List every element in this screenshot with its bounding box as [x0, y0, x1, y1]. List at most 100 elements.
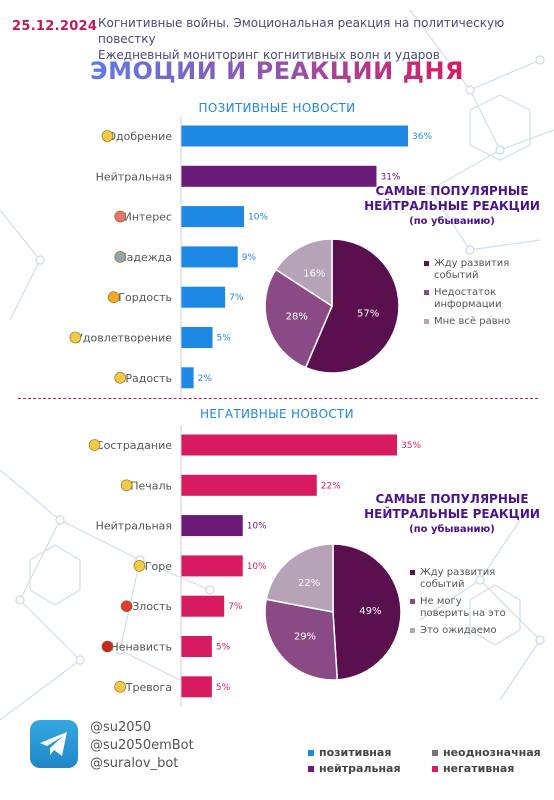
pie-1-subtitle: (по убыванию) [409, 216, 495, 227]
bar-2-2 [181, 515, 243, 537]
data-label: 35% [401, 441, 421, 451]
bar-0-5 [181, 327, 213, 348]
bar-2-4 [181, 595, 225, 617]
pie-slice-label: 49% [359, 606, 381, 617]
pie-1-slice-1 [264, 268, 333, 369]
category-label: Одобрение [107, 130, 172, 143]
category-label: Злость [132, 600, 172, 613]
pie-3-slice-0 [332, 543, 402, 681]
pie-3-slice-2 [265, 543, 334, 613]
legend-label: Недостаток информации [434, 287, 502, 310]
category-label: Ненависть [110, 641, 172, 654]
pie-1-legend-item: Недостаток информации [424, 287, 526, 311]
legend-swatch [308, 749, 314, 756]
handle-link[interactable]: @su2050 [90, 720, 152, 735]
bar-0-0 [181, 125, 408, 147]
category-label: Горе [145, 560, 172, 573]
category-label: Интерес [124, 211, 172, 224]
bar-2-0 [181, 434, 397, 456]
legend-item-positive: позитивная [308, 746, 432, 759]
category-label: Сострадание [96, 439, 172, 452]
category-label: Нейтральная [96, 170, 172, 183]
category-label: Радость [125, 372, 172, 385]
pie-2-legend: Жду развития событий Не могу поверить на… [410, 567, 512, 642]
category-label: Тревога [125, 681, 172, 694]
section-divider [18, 398, 538, 399]
pie-1-legend: Жду развития событий Недостаток информац… [424, 258, 526, 333]
data-label: 2% [198, 374, 213, 384]
legend-swatch [424, 261, 429, 266]
bar-2-6 [181, 676, 212, 698]
question-icon [114, 210, 126, 223]
worried-icon [114, 680, 126, 693]
legend-swatch [410, 628, 415, 633]
category-legend: позитивная неоднозначная нейтральная нег… [308, 746, 554, 778]
legend-swatch [424, 290, 429, 295]
pie-2-title-text: САМЫЕ ПОПУЛЯРНЫЕ НЕЙТРАЛЬНЫЕ РЕАКЦИИ [364, 492, 540, 521]
pie-slice-label: 16% [303, 269, 325, 280]
data-label: 31% [380, 172, 400, 182]
bar-2-3 [181, 555, 243, 577]
pie-1-slice-2 [274, 238, 333, 308]
bar-0-1 [181, 165, 377, 187]
pie-2-title: САМЫЕ ПОПУЛЯРНЫЕ НЕЙТРАЛЬНЫЕ РЕАКЦИИ (по… [352, 492, 552, 537]
pie-slice-label: 22% [298, 578, 320, 589]
pie-slice-label: 57% [357, 308, 379, 319]
bar-0-3 [181, 246, 238, 268]
negative-news-title: НЕГАТИВНЫЕ НОВОСТИ [200, 407, 354, 421]
legend-swatch [410, 599, 415, 604]
legend-label: Это ожидаемо [420, 625, 497, 636]
legend-item-negative: негативная [432, 762, 554, 775]
bar-0-2 [181, 206, 245, 228]
data-label: 22% [321, 481, 341, 491]
smile-icon [69, 331, 82, 344]
category-label: Удовлетворение [76, 332, 172, 345]
legend-label: негативная [443, 762, 515, 775]
data-label: 7% [228, 602, 243, 612]
subtitle-line-2: Ежедневный мониторинг когнитивных волн и… [98, 48, 440, 62]
bar-0-4 [181, 286, 226, 308]
subtitle-line-1: Когнитивные войны. Эмоциональная реакция… [98, 16, 505, 46]
legend-swatch [410, 570, 415, 575]
legend-item-ambiguous: неоднозначная [432, 746, 554, 759]
data-label: 5% [217, 334, 232, 344]
pie-1-title: САМЫЕ ПОПУЛЯРНЫЕ НЕЙТРАЛЬНЫЕ РЕАКЦИИ (по… [352, 184, 552, 229]
handle-link[interactable]: @suralov_bot [90, 756, 179, 771]
data-label: 10% [248, 213, 268, 223]
category-label: Надежда [118, 251, 172, 264]
bar-2-1 [181, 474, 317, 496]
pie-2-legend-item: Жду развития событий [410, 567, 512, 591]
data-label: 10% [247, 562, 267, 572]
category-label: Гордость [118, 291, 172, 304]
pie-slice-label: 28% [286, 312, 308, 323]
legend-label: нейтральная [319, 762, 401, 775]
legend-swatch [308, 765, 314, 772]
bar-0-6 [181, 367, 194, 389]
pie-2-legend-item: Не могу поверить на это [410, 596, 512, 620]
positive-news-title: ПОЗИТИВНЫЕ НОВОСТИ [198, 101, 356, 115]
smile-heart-icon [101, 130, 114, 142]
cry-icon [133, 560, 146, 572]
category-label: Печаль [130, 479, 172, 492]
telegram-icon[interactable] [30, 720, 78, 768]
data-label: 36% [412, 132, 432, 142]
rage-icon [101, 640, 114, 653]
sad-icon [120, 479, 133, 492]
data-label: 5% [216, 683, 231, 693]
paper-plane-icon [40, 732, 67, 756]
sweat-icon [88, 439, 101, 451]
report-subtitle: Когнитивные войны. Эмоциональная реакция… [98, 15, 554, 63]
bar-2-5 [181, 636, 212, 657]
data-label: 9% [242, 253, 257, 263]
report-date: 25.12.2024 [12, 19, 98, 34]
data-label: 5% [216, 643, 231, 653]
legend-label: Не могу поверить на это [420, 596, 506, 619]
legend-label: Мне всё равно [434, 316, 511, 327]
legend-label: Жду развития событий [434, 258, 510, 281]
angry-icon [120, 600, 133, 613]
main-title: ЭМОЦИИ И РЕАКЦИИ ДНЯ [0, 57, 554, 85]
legend-item-neutral: нейтральная [308, 762, 432, 775]
handle-link[interactable]: @su2050emBot [90, 738, 194, 753]
